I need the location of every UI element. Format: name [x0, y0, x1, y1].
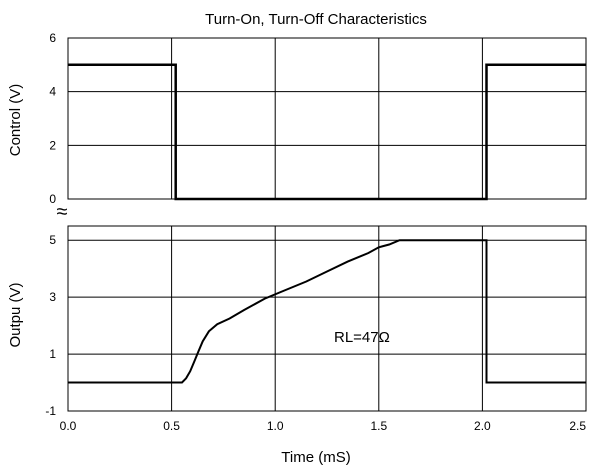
output-grid: [68, 226, 586, 411]
axis-break-symbol: ≈: [57, 201, 68, 223]
output-axis-label: Outpu (V): [7, 282, 24, 347]
control-y-tick-label: 4: [49, 85, 56, 99]
output-y-tick-label: 1: [49, 347, 56, 361]
output-y-tick-label: 3: [49, 290, 56, 304]
output-y-tick-label: -1: [45, 404, 56, 418]
x-tick-label: 1.5: [370, 419, 387, 433]
control-y-tick-label: 0: [49, 192, 56, 206]
control-signal-line: [68, 63, 586, 201]
control-grid: [68, 38, 586, 199]
control-axis-label: Control (V): [7, 84, 24, 157]
x-tick-label: 1.0: [267, 419, 284, 433]
x-tick-label: 0.0: [60, 419, 77, 433]
output-y-tick-label: 5: [49, 233, 56, 247]
control-y-ticks: 6 4 2 0: [49, 31, 56, 206]
chart-title: Turn-On, Turn-Off Characteristics: [205, 11, 427, 28]
control-y-tick-label: 2: [49, 138, 56, 152]
x-tick-label: 2.0: [474, 419, 491, 433]
x-axis-label: Time (mS): [281, 449, 350, 466]
x-tick-label: 0.5: [163, 419, 180, 433]
output-signal-line: [68, 239, 586, 384]
x-tick-label: 2.5: [569, 419, 586, 433]
control-y-tick-label: 6: [49, 31, 56, 45]
x-tick-labels: 0.0 0.5 1.0 1.5 2.0 2.5: [60, 419, 587, 433]
control-plot-frame: [67, 37, 587, 200]
output-y-ticks: 5 3 1 -1: [45, 233, 56, 418]
output-plot-frame: [67, 225, 587, 412]
load-annotation: RL=47Ω: [334, 329, 390, 346]
